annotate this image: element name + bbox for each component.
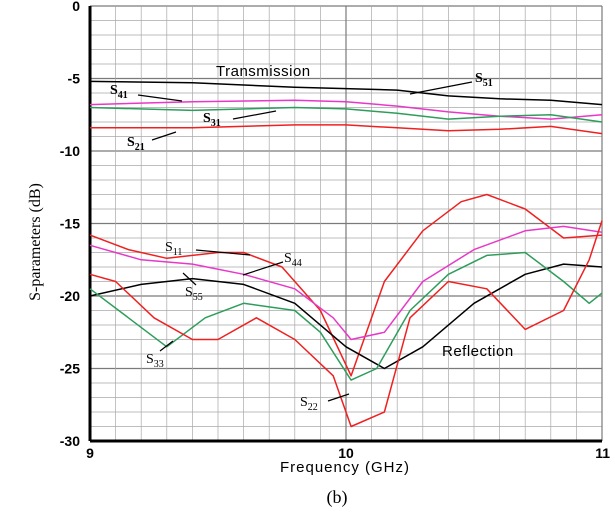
y-tick-label: 0 xyxy=(72,0,80,14)
figure-caption: (b) xyxy=(327,487,348,508)
y-axis-label: S-parameters (dB) xyxy=(27,183,44,301)
y-tick-label: -5 xyxy=(68,71,81,87)
leader-s55 xyxy=(182,272,197,286)
label-s33: S33 xyxy=(146,352,164,370)
series-line-s21 xyxy=(90,124,603,135)
series-line-s33 xyxy=(89,251,603,381)
x-axis-label: Frequency (GHz) xyxy=(280,459,410,476)
leader-s51 xyxy=(409,81,473,95)
leader-s41 xyxy=(137,94,183,102)
series-line-s41 xyxy=(89,99,603,120)
y-tick-label: -25 xyxy=(60,361,80,377)
y-tick-label: -10 xyxy=(60,143,80,159)
series-line-s51 xyxy=(89,80,603,106)
tick-labels: 0 -5 -10 -15 -20 -25 -30 9 10 11 xyxy=(60,0,610,461)
label-s31: S31 xyxy=(203,111,221,129)
leader-s33 xyxy=(159,340,174,352)
leader-s44 xyxy=(242,261,284,276)
leader-s22 xyxy=(327,393,350,402)
y-tick-label: -15 xyxy=(60,216,80,232)
transmission-annotation: Transmission xyxy=(216,63,311,80)
label-s55: S55 xyxy=(185,285,203,303)
label-s41: S41 xyxy=(110,83,128,101)
series-line-s11 xyxy=(89,193,603,377)
leader-s21 xyxy=(151,131,177,141)
label-s11: S11 xyxy=(165,240,182,258)
label-s21: S21 xyxy=(127,135,145,153)
label-s22: S22 xyxy=(300,395,318,413)
x-tick-label: 9 xyxy=(86,445,94,461)
series-line-s55 xyxy=(89,263,603,370)
series-line-s44 xyxy=(89,225,603,341)
grid-lines xyxy=(88,5,603,443)
y-tick-label: -30 xyxy=(60,433,80,449)
series-line-s22 xyxy=(89,220,603,428)
leader-s11 xyxy=(195,249,251,256)
label-s51: S51 xyxy=(475,71,493,89)
series-group xyxy=(89,80,603,428)
leader-s31 xyxy=(232,110,277,120)
x-tick-label: 11 xyxy=(595,445,610,461)
x-tick-label: 10 xyxy=(338,445,354,461)
label-s44: S44 xyxy=(284,251,302,269)
series-line-s31 xyxy=(89,106,603,123)
reflection-annotation: Reflection xyxy=(442,343,514,360)
y-tick-label: -20 xyxy=(60,288,80,304)
annotations: Transmission Reflection S51 S41 S31 S21 S11 S44… xyxy=(110,63,514,413)
